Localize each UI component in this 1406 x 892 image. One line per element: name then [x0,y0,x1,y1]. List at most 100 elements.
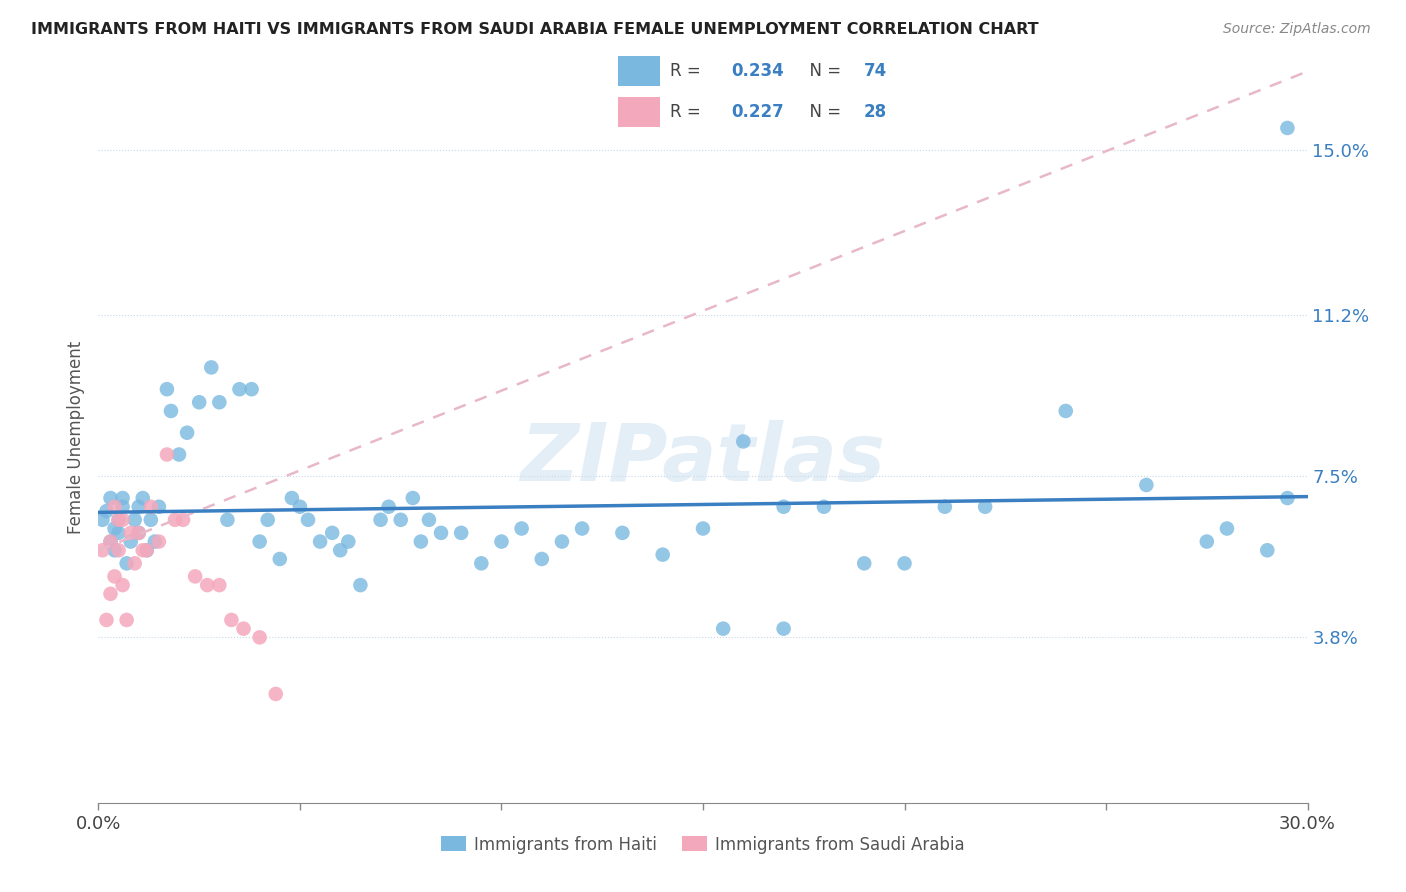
Point [772,500,794,514]
Point [1195,534,1218,549]
Point [551,534,574,549]
Point [240,382,263,396]
Point [132,491,155,505]
Point [163,513,186,527]
Point [115,613,138,627]
Point [128,525,150,540]
Point [813,500,835,514]
Point [135,543,157,558]
Point [1054,404,1077,418]
Point [111,578,134,592]
Point [167,448,190,462]
Point [100,491,122,505]
Point [100,534,122,549]
Point [184,569,207,583]
Point [160,404,183,418]
Point [107,513,129,527]
Point [156,448,179,462]
Point [409,534,432,549]
Y-axis label: Female Unemployment: Female Unemployment [66,341,84,533]
Point [107,543,129,558]
Point [124,513,146,527]
Text: N =: N = [799,103,846,121]
Point [418,513,440,527]
Point [571,521,593,535]
Point [269,552,291,566]
Point [893,557,915,571]
Point [450,525,472,540]
Point [111,513,134,527]
Point [651,548,673,562]
Point [309,534,332,549]
Point [249,631,271,645]
Point [103,543,125,558]
Point [370,513,392,527]
Text: 0.234: 0.234 [731,62,785,79]
Point [176,425,198,440]
Point [96,504,118,518]
Point [221,613,243,627]
Point [111,500,134,514]
Point [139,500,162,514]
Point [115,557,138,571]
Point [733,434,755,449]
Point [1135,478,1157,492]
Point [188,395,211,409]
Point [510,521,533,535]
Point [103,500,125,514]
Point [148,534,170,549]
Point [934,500,956,514]
Text: ZIPatlas: ZIPatlas [520,420,886,498]
Text: 74: 74 [863,62,887,79]
Point [100,534,122,549]
Text: IMMIGRANTS FROM HAITI VS IMMIGRANTS FROM SAUDI ARABIA FEMALE UNEMPLOYMENT CORREL: IMMIGRANTS FROM HAITI VS IMMIGRANTS FROM… [31,22,1039,37]
Point [148,500,170,514]
Text: N =: N = [799,62,846,79]
Point [321,525,343,540]
Point [288,500,311,514]
Point [107,513,129,527]
Point [100,587,122,601]
Point [172,513,194,527]
Point [692,521,714,535]
Text: 28: 28 [863,103,887,121]
Point [402,491,425,505]
Point [128,525,150,540]
Point [120,525,142,540]
Point [195,578,218,592]
Point [1256,543,1278,558]
Point [107,525,129,540]
Point [96,613,118,627]
Point [772,622,794,636]
Point [349,578,371,592]
Point [297,513,319,527]
Point [530,552,553,566]
Point [249,534,271,549]
Point [208,395,231,409]
Point [208,578,231,592]
Point [103,521,125,535]
Point [91,513,114,527]
Text: 0.227: 0.227 [731,103,785,121]
Point [139,513,162,527]
Point [281,491,304,505]
Point [128,500,150,514]
Point [389,513,412,527]
Point [491,534,513,549]
Point [377,500,399,514]
Point [228,382,250,396]
Point [711,622,734,636]
Point [111,491,134,505]
Bar [619,97,661,127]
Point [91,543,114,558]
Point [156,382,179,396]
Point [470,557,492,571]
Point [200,360,222,375]
Legend: Immigrants from Haiti, Immigrants from Saudi Arabia: Immigrants from Haiti, Immigrants from S… [434,829,972,860]
Point [217,513,239,527]
Text: R =: R = [669,103,706,121]
Point [1277,491,1299,505]
Point [232,622,254,636]
Point [612,525,634,540]
Point [135,543,157,558]
